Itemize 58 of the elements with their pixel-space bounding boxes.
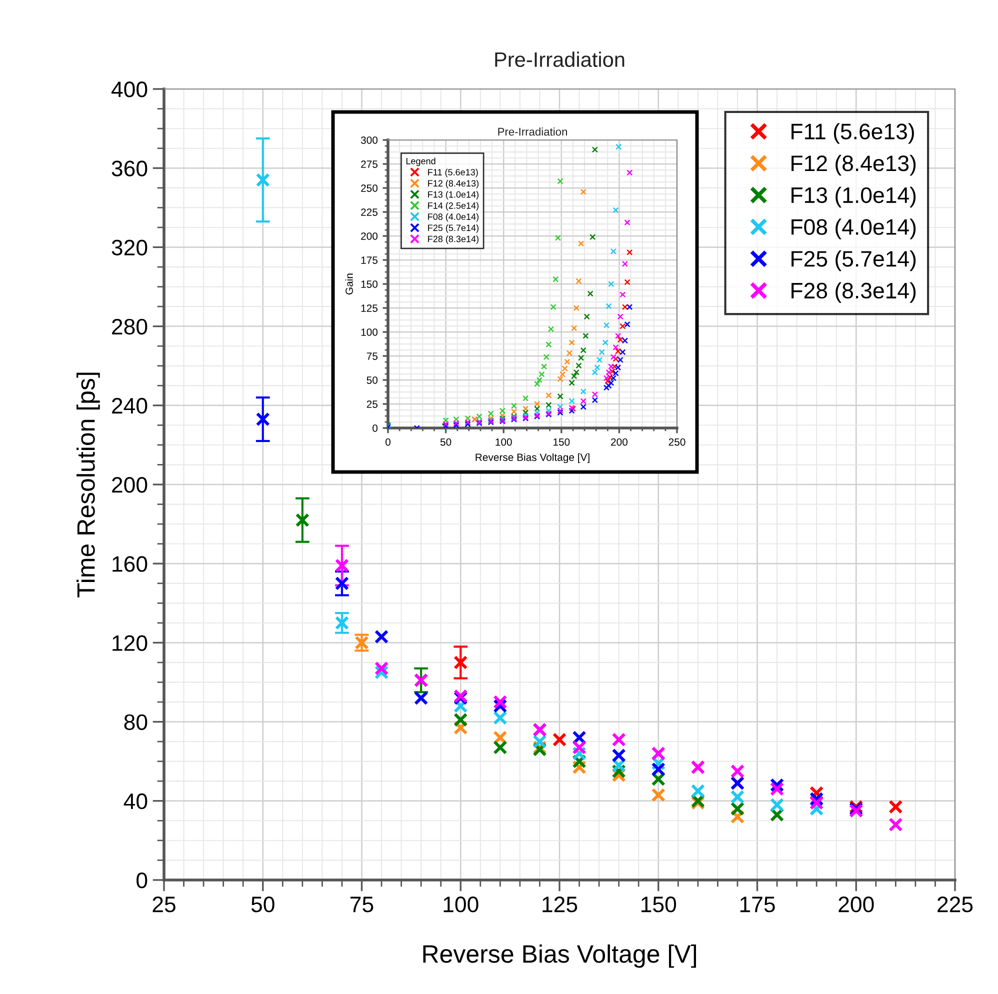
- legend-label: F25 (5.7e14): [428, 224, 478, 233]
- y-tick-label: 0: [136, 872, 148, 888]
- legend-label: F08 (4.0e14): [792, 218, 916, 240]
- legend-label: F13 (1.0e14): [792, 186, 916, 208]
- chart-title: Pre-Irradiation: [495, 52, 624, 67]
- y-tick-label: 300: [360, 136, 378, 144]
- legend-label: F28 (8.3e14): [792, 282, 916, 303]
- x-axis-title: Reverse Bias Voltage [V]: [476, 453, 590, 464]
- y-tick-label: 280: [112, 318, 148, 335]
- x-tick-label: 100: [496, 438, 512, 446]
- legend-label: F12 (8.4e13): [792, 154, 916, 176]
- y-axis-title: Time Resolution [ps]: [76, 372, 100, 598]
- y-tick-label: 40: [124, 793, 148, 810]
- y-tick-label: 100: [361, 328, 378, 336]
- y-axis-title: Gain: [345, 274, 353, 294]
- legend-label: F08 (4.0e14): [428, 213, 478, 222]
- x-tick-label: 225: [938, 896, 973, 912]
- legend-label: F14 (2.5e14): [428, 202, 478, 211]
- y-tick-label: 0: [372, 424, 378, 432]
- legend-label: F25 (5.7e14): [792, 250, 916, 272]
- y-tick-label: 400: [111, 82, 148, 98]
- x-tick-label: 150: [554, 438, 570, 446]
- y-tick-label: 50: [366, 376, 378, 384]
- y-tick-label: 80: [124, 714, 148, 730]
- y-tick-label: 360: [112, 160, 148, 176]
- y-tick-label: 150: [361, 280, 378, 288]
- y-tick-label: 125: [361, 304, 378, 312]
- x-tick-label: 250: [668, 438, 686, 446]
- x-tick-label: 25: [152, 896, 176, 912]
- legend-label: F11 (5.6e13): [792, 123, 914, 144]
- legend-label: F28 (8.3e14): [428, 236, 478, 244]
- y-tick-label: 320: [112, 240, 148, 256]
- x-tick-label: 175: [740, 896, 775, 912]
- y-tick-label: 75: [366, 352, 378, 360]
- legend-label: F13 (1.0e14): [428, 191, 478, 200]
- y-tick-label: 225: [361, 208, 378, 216]
- y-tick-label: 200: [112, 477, 148, 493]
- chart-title: Pre-Irradiation: [498, 128, 567, 136]
- x-tick-label: 150: [642, 896, 676, 912]
- y-tick-label: 200: [361, 232, 378, 240]
- y-tick-label: 120: [112, 635, 148, 651]
- y-tick-label: 275: [361, 160, 378, 168]
- y-tick-label: 160: [112, 556, 148, 572]
- y-tick-label: 175: [361, 256, 378, 264]
- x-tick-label: 200: [611, 438, 628, 446]
- legend-title: Legend: [406, 158, 436, 166]
- x-tick-label: 125: [542, 896, 578, 912]
- x-tick-label: 200: [838, 896, 874, 912]
- x-tick-label: 0: [386, 438, 390, 446]
- y-tick-label: 250: [361, 184, 378, 192]
- x-axis-title: Reverse Bias Voltage [V]: [423, 944, 696, 968]
- y-tick-label: 25: [366, 400, 378, 408]
- x-tick-label: 50: [440, 438, 452, 446]
- x-tick-label: 100: [444, 896, 478, 912]
- y-tick-label: 240: [112, 398, 148, 414]
- x-tick-label: 50: [251, 896, 274, 912]
- legend-label: F11 (5.6e13): [428, 168, 478, 178]
- legend-label: F12 (8.4e13): [428, 180, 478, 188]
